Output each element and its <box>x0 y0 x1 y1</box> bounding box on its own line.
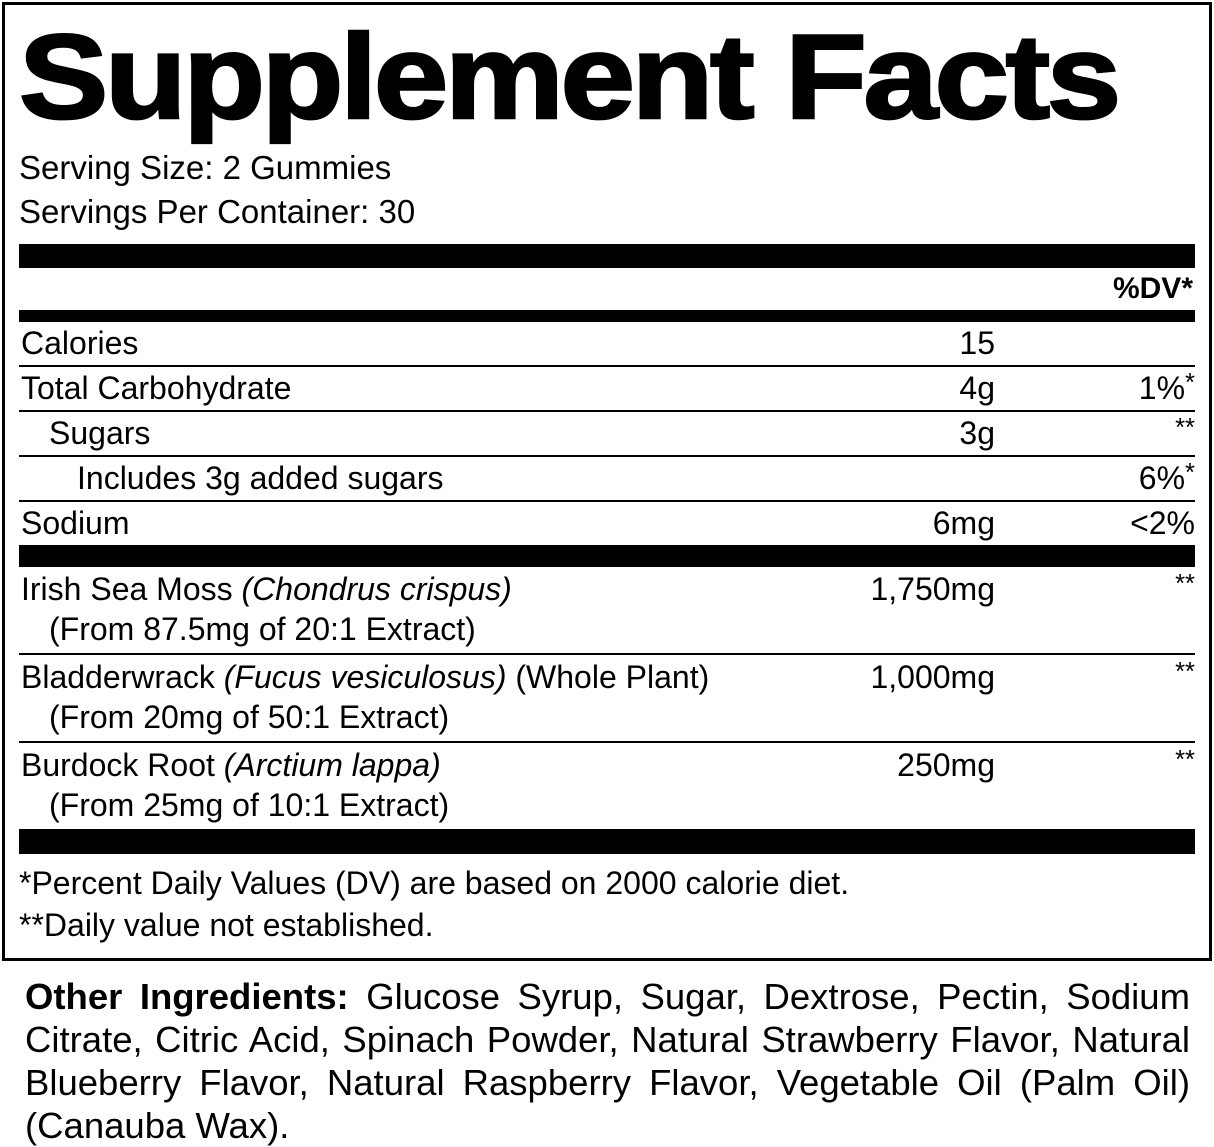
divider-bar-thick <box>19 544 1195 567</box>
nutrient-amount: 4g <box>959 369 995 406</box>
table-row: Bladderwrack (Fucus vesiculosus) (Whole … <box>19 652 1195 741</box>
nutrient-table: Calories 15 Total Carbohydrate 4g 1%* Sugars 3… <box>19 322 1195 545</box>
nutrient-name: Calories <box>21 324 139 361</box>
nutrient-name: Total Carbohydrate <box>21 369 292 406</box>
table-row: Sodium 6mg <2% <box>19 499 1195 545</box>
footnote-line: **Daily value not established. <box>19 906 434 943</box>
servings-per-container: Servings Per Container: 30 <box>19 192 416 230</box>
botanical-name: Bladderwrack (Fucus vesiculosus) (Whole … <box>21 658 710 695</box>
footnote-line: *Percent Daily Values (DV) are based on … <box>19 864 850 901</box>
table-row: Irish Sea Moss (Chondrus crispus) 1,750mg… <box>19 567 1195 653</box>
nutrient-dv: ** <box>1175 569 1195 598</box>
nutrient-name: Sodium <box>21 504 130 541</box>
botanical-name: Burdock Root (Arctium lappa) <box>21 746 441 783</box>
botanical-latin-name: (Arctium lappa) <box>223 746 441 783</box>
botanical-extract-detail: (From 25mg of 10:1 Extract) <box>49 786 450 823</box>
table-row: Burdock Root (Arctium lappa) 250mg ** (From… <box>19 740 1195 829</box>
botanical-extract-detail: (From 20mg of 50:1 Extract) <box>49 698 450 735</box>
nutrient-name: Sugars <box>49 414 151 451</box>
botanical-main-line: Irish Sea Moss (Chondrus crispus) 1,750mg… <box>19 570 1195 608</box>
nutrient-name: Includes 3g added sugars <box>77 459 444 496</box>
nutrient-amount: 6mg <box>932 504 995 541</box>
serving-info: Serving Size: 2 Gummies Servings Per Con… <box>19 146 1195 234</box>
nutrient-dv: ** <box>1175 657 1195 686</box>
supplement-facts-panel: Supplement Facts Serving Size: 2 Gummies… <box>2 2 1212 961</box>
nutrient-dv: 1%* <box>1138 368 1195 406</box>
table-row: Total Carbohydrate 4g 1%* <box>19 364 1195 410</box>
panel-title: Supplement Facts <box>18 10 1123 144</box>
nutrient-dv: 6%* <box>1138 458 1195 496</box>
divider-bar-thick <box>19 828 1195 854</box>
nutrient-amount: 1,750mg <box>870 570 995 607</box>
divider-bar-thick <box>19 243 1195 268</box>
nutrient-dv: ** <box>1175 745 1195 774</box>
nutrient-dv: ** <box>1175 413 1195 442</box>
footnotes: *Percent Daily Values (DV) are based on … <box>19 854 1195 946</box>
other-ingredients: Other Ingredients: Glucose Syrup, Sugar,… <box>25 975 1190 1147</box>
botanical-name: Irish Sea Moss (Chondrus crispus) <box>21 570 512 607</box>
other-ingredients-label: Other Ingredients: <box>25 975 349 1017</box>
botanical-main-line: Bladderwrack (Fucus vesiculosus) (Whole … <box>19 658 1195 696</box>
nutrient-amount: 250mg <box>897 746 995 783</box>
botanical-main-line: Burdock Root (Arctium lappa) 250mg ** <box>19 746 1195 784</box>
table-row: Calories 15 <box>19 322 1195 365</box>
nutrient-amount: 1,000mg <box>870 658 995 695</box>
divider-bar-medium <box>19 309 1195 322</box>
botanical-latin-name: (Chondrus crispus) <box>241 570 512 607</box>
dv-column-header: %DV* <box>1112 271 1193 305</box>
nutrient-dv: <2% <box>1130 504 1195 541</box>
nutrient-amount: 15 <box>959 324 995 361</box>
table-row: Includes 3g added sugars 6%* <box>19 454 1195 500</box>
serving-size: Serving Size: 2 Gummies <box>19 148 392 186</box>
botanical-latin-name: (Fucus vesiculosus) <box>223 658 507 695</box>
botanical-extract-detail: (From 87.5mg of 20:1 Extract) <box>49 610 476 647</box>
botanical-table: Irish Sea Moss (Chondrus crispus) 1,750mg… <box>19 567 1195 829</box>
nutrient-amount: 3g <box>959 414 995 451</box>
table-row: Sugars 3g ** <box>19 409 1195 455</box>
